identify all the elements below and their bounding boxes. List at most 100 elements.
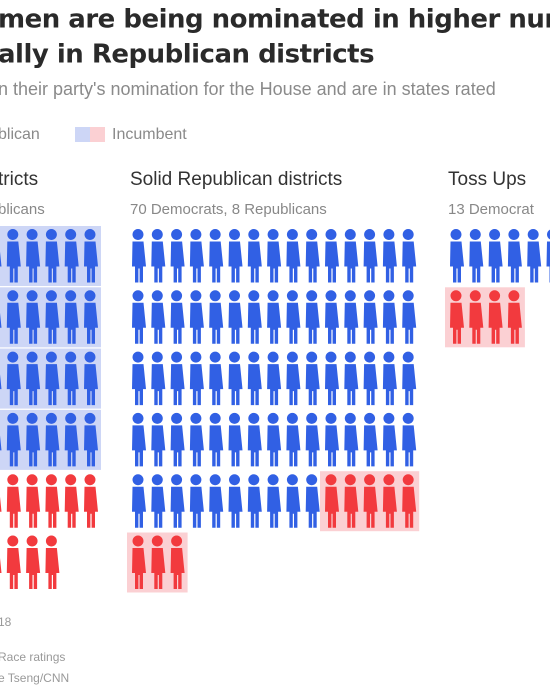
person-icon: [402, 229, 417, 283]
person-icon: [344, 474, 359, 528]
subtitle: n their party's nomination for the House…: [0, 79, 496, 99]
person-icon: [344, 229, 359, 283]
footer-line: e Tseng/CNN: [0, 671, 69, 685]
person-icon: [26, 474, 41, 528]
person-icon: [325, 412, 339, 467]
person-icon: [6, 290, 21, 344]
person-icon: [228, 412, 243, 467]
person-icon: [363, 351, 378, 406]
person-icon: [45, 535, 60, 589]
person-icon: [325, 351, 339, 406]
person-icon: [84, 412, 98, 467]
person-icon: [363, 474, 378, 528]
legend-label: blican: [0, 126, 40, 143]
panel-title: Toss Ups: [448, 169, 526, 190]
person-icon: [267, 351, 282, 406]
person-icon: [26, 290, 41, 344]
person-icon: [267, 474, 282, 528]
person-icon: [382, 351, 397, 406]
person-icon: [151, 351, 166, 406]
person-icon: [0, 251, 2, 267]
person-icon: [0, 312, 2, 328]
person-icon: [132, 290, 146, 344]
title-line: men are being nominated in higher number…: [0, 5, 550, 35]
panel-subtitle: 70 Democrats, 8 Republicans: [130, 201, 327, 218]
person-icon: [84, 351, 98, 406]
person-icon: [0, 558, 2, 573]
person-icon: [45, 412, 60, 467]
panel-subtitle: 13 Democrat: [448, 201, 535, 218]
person-icon: [209, 290, 224, 344]
person-icon: [6, 229, 21, 283]
person-icon: [228, 229, 243, 283]
person-icon: [26, 229, 41, 283]
person-icon: [228, 474, 243, 528]
person-icon: [325, 229, 339, 283]
person-icon: [6, 535, 21, 589]
person-icon: [247, 474, 262, 528]
person-icon: [45, 229, 60, 283]
person-icon: [402, 412, 417, 467]
person-icon: [132, 351, 146, 406]
person-icon: [527, 229, 542, 283]
person-icon: [363, 229, 378, 283]
person-icon: [469, 229, 484, 283]
person-icon: [0, 374, 2, 390]
person-icon: [402, 474, 417, 528]
person-icon: [363, 290, 378, 344]
person-icon: [247, 290, 262, 344]
person-icon: [189, 412, 204, 467]
person-icon: [305, 474, 320, 528]
person-icon: [286, 474, 301, 528]
person-icon: [402, 290, 417, 344]
person-icon: [325, 290, 339, 344]
person-icon: [286, 229, 301, 283]
person-icon: [170, 351, 185, 406]
person-icon: [247, 412, 262, 467]
person-icon: [286, 351, 301, 406]
panel-subtitle: blicans: [0, 201, 45, 218]
legend-swatch: [75, 127, 105, 142]
person-icon: [26, 535, 41, 589]
person-icon: [228, 351, 243, 406]
person-icon: [84, 290, 98, 344]
person-icon: [189, 290, 204, 344]
person-icon: [507, 290, 522, 344]
footer-line: Race ratings: [0, 650, 65, 664]
person-icon: [132, 229, 146, 283]
person-icon: [151, 474, 166, 528]
person-icon: [84, 474, 98, 528]
person-icon: [305, 412, 320, 467]
person-icon: [488, 290, 503, 344]
person-icon: [305, 229, 320, 283]
person-icon: [267, 290, 282, 344]
person-icon: [382, 412, 397, 467]
person-icon: [151, 290, 166, 344]
person-icon: [64, 229, 79, 283]
person-icon: [6, 412, 21, 467]
person-icon: [45, 351, 60, 406]
panel-title: tricts: [0, 169, 38, 190]
person-icon: [170, 290, 185, 344]
person-icon: [26, 412, 41, 467]
person-icon: [45, 290, 60, 344]
person-icon: [344, 290, 359, 344]
footer-line: 18: [0, 615, 12, 629]
person-icon: [84, 229, 98, 283]
person-icon: [382, 290, 397, 344]
person-icon: [450, 229, 464, 283]
person-icon: [64, 351, 79, 406]
person-icon: [247, 351, 262, 406]
person-icon: [209, 474, 224, 528]
person-icon: [286, 290, 301, 344]
person-icon: [26, 351, 41, 406]
person-icon: [305, 351, 320, 406]
person-icon: [132, 535, 146, 589]
person-icon: [209, 351, 224, 406]
person-icon: [228, 290, 243, 344]
person-icon: [151, 412, 166, 467]
person-icon: [64, 474, 79, 528]
person-icon: [267, 229, 282, 283]
person-icon: [363, 412, 378, 467]
legend-label: Incumbent: [112, 126, 187, 143]
